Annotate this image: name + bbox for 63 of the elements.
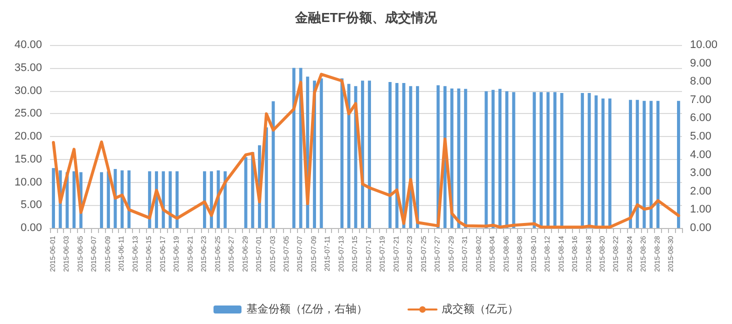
bar [677,100,680,228]
y2-tick-label: 9.00 [690,57,712,70]
bar [416,86,420,228]
bar [588,93,591,228]
y2-tick-label: 3.00 [690,167,712,180]
y-tick-label: 5.00 [20,199,42,212]
bar [168,171,172,228]
bar [292,68,296,228]
bar [388,82,392,228]
bar [264,127,268,228]
bar [594,95,598,228]
y2-tick-label: 5.00 [690,130,712,142]
bar [484,91,488,228]
bar [368,80,371,228]
y-tick-label: 15.00 [14,153,42,166]
bar [72,171,76,228]
bar [601,98,605,228]
y2-tick-label: 8.00 [690,76,712,88]
y2-tick-label: 7.00 [690,94,712,106]
bar [457,88,460,228]
bar [340,78,344,228]
bar [498,88,502,228]
y-tick-label: 0.00 [20,222,42,234]
y-tick-label: 35.00 [14,62,42,74]
bar [347,84,350,228]
y2-tick-label: 2.00 [690,185,712,198]
bar [244,157,248,228]
y-tick-label: 10.00 [14,176,42,188]
bar [176,171,179,228]
bar [580,93,584,228]
y-tick-label: 30.00 [14,84,42,97]
bar [492,90,495,228]
bar [505,91,508,228]
legend-label: 基金份额（亿份，右轴） [246,302,368,316]
bar [320,78,323,228]
bar [650,100,653,228]
bar [636,100,639,228]
y-tick-label: 40.00 [14,39,42,51]
bar [656,100,660,228]
bar [532,92,536,228]
bar [608,98,612,228]
bar [512,92,516,228]
chart-title: 金融ETF份额、成交情况 [294,10,438,25]
bar [540,92,543,228]
y-tick-label: 20.00 [14,130,42,142]
y-tick-label: 25.00 [14,108,42,120]
y2-tick-label: 1.00 [690,204,712,216]
bar [52,168,55,228]
y2-tick-label: 10.00 [690,39,718,51]
y2-tick-label: 6.00 [690,112,712,124]
y2-tick-label: 0.00 [690,222,712,234]
bar [546,92,550,228]
bar [553,92,556,228]
bar [402,82,406,228]
bar [395,82,398,228]
bar [560,93,564,228]
y2-tick-label: 4.00 [690,148,712,161]
legend-label: 成交额（亿元） [442,302,518,316]
bar [642,100,646,228]
bar [272,101,275,228]
bar [100,172,104,228]
bar [628,100,632,228]
bar [464,88,468,228]
